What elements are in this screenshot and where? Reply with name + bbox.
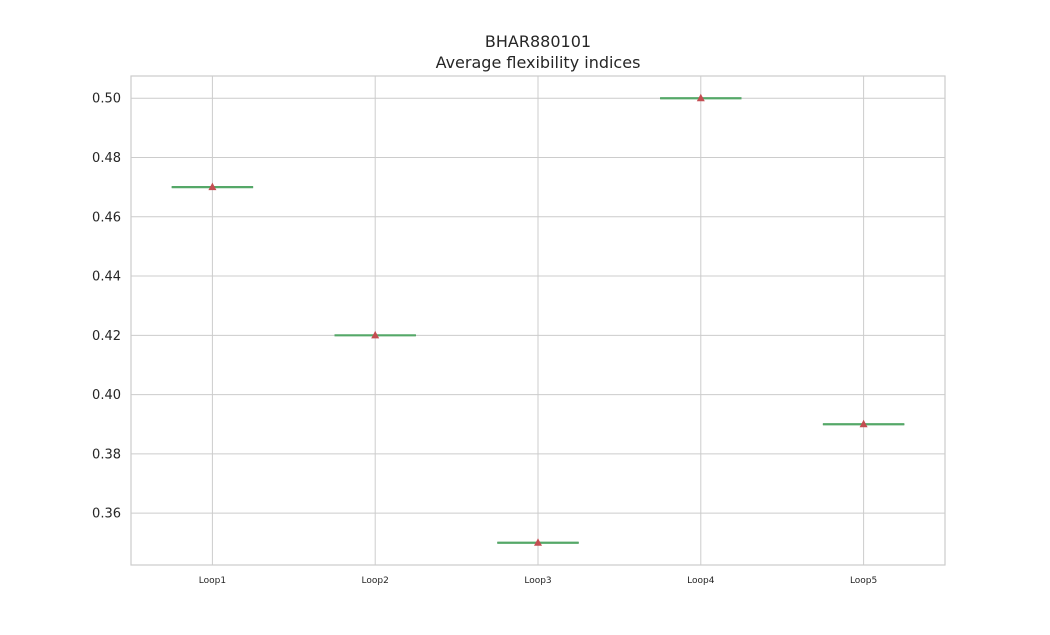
mean-marker [696, 93, 705, 102]
mean-marker [534, 538, 542, 546]
mean-marker [859, 419, 868, 428]
y-tick-label: 0.44 [92, 270, 121, 285]
y-tick-label: 0.42 [92, 329, 121, 344]
y-tick-label: 0.38 [92, 447, 121, 462]
x-tick-label: Loop5 [850, 576, 877, 586]
y-tick-label: 0.40 [92, 388, 121, 403]
grid-layer [131, 76, 945, 565]
box-layer [171, 93, 905, 546]
mean-marker [208, 182, 217, 191]
x-tick-label: Loop2 [362, 576, 389, 586]
x-tick-label: Loop1 [199, 576, 226, 586]
y-tick-label: 0.46 [92, 210, 121, 225]
chart-subtitle: Average flexibility indices [436, 53, 641, 72]
x-tick-label: Loop3 [524, 576, 551, 586]
plot-frame [130, 75, 946, 566]
y-tick-label: 0.36 [92, 507, 121, 522]
y-tick-label: 0.50 [92, 92, 121, 107]
chart-title: BHAR880101 [485, 32, 591, 51]
tick-layer: 0.36 0.38 0.40 0.42 0.44 0.46 0.48 0.50 Loop1 Loo… [92, 92, 877, 586]
x-tick-label: Loop4 [687, 576, 715, 586]
y-tick-label: 0.48 [92, 151, 121, 166]
mean-marker [371, 330, 380, 339]
